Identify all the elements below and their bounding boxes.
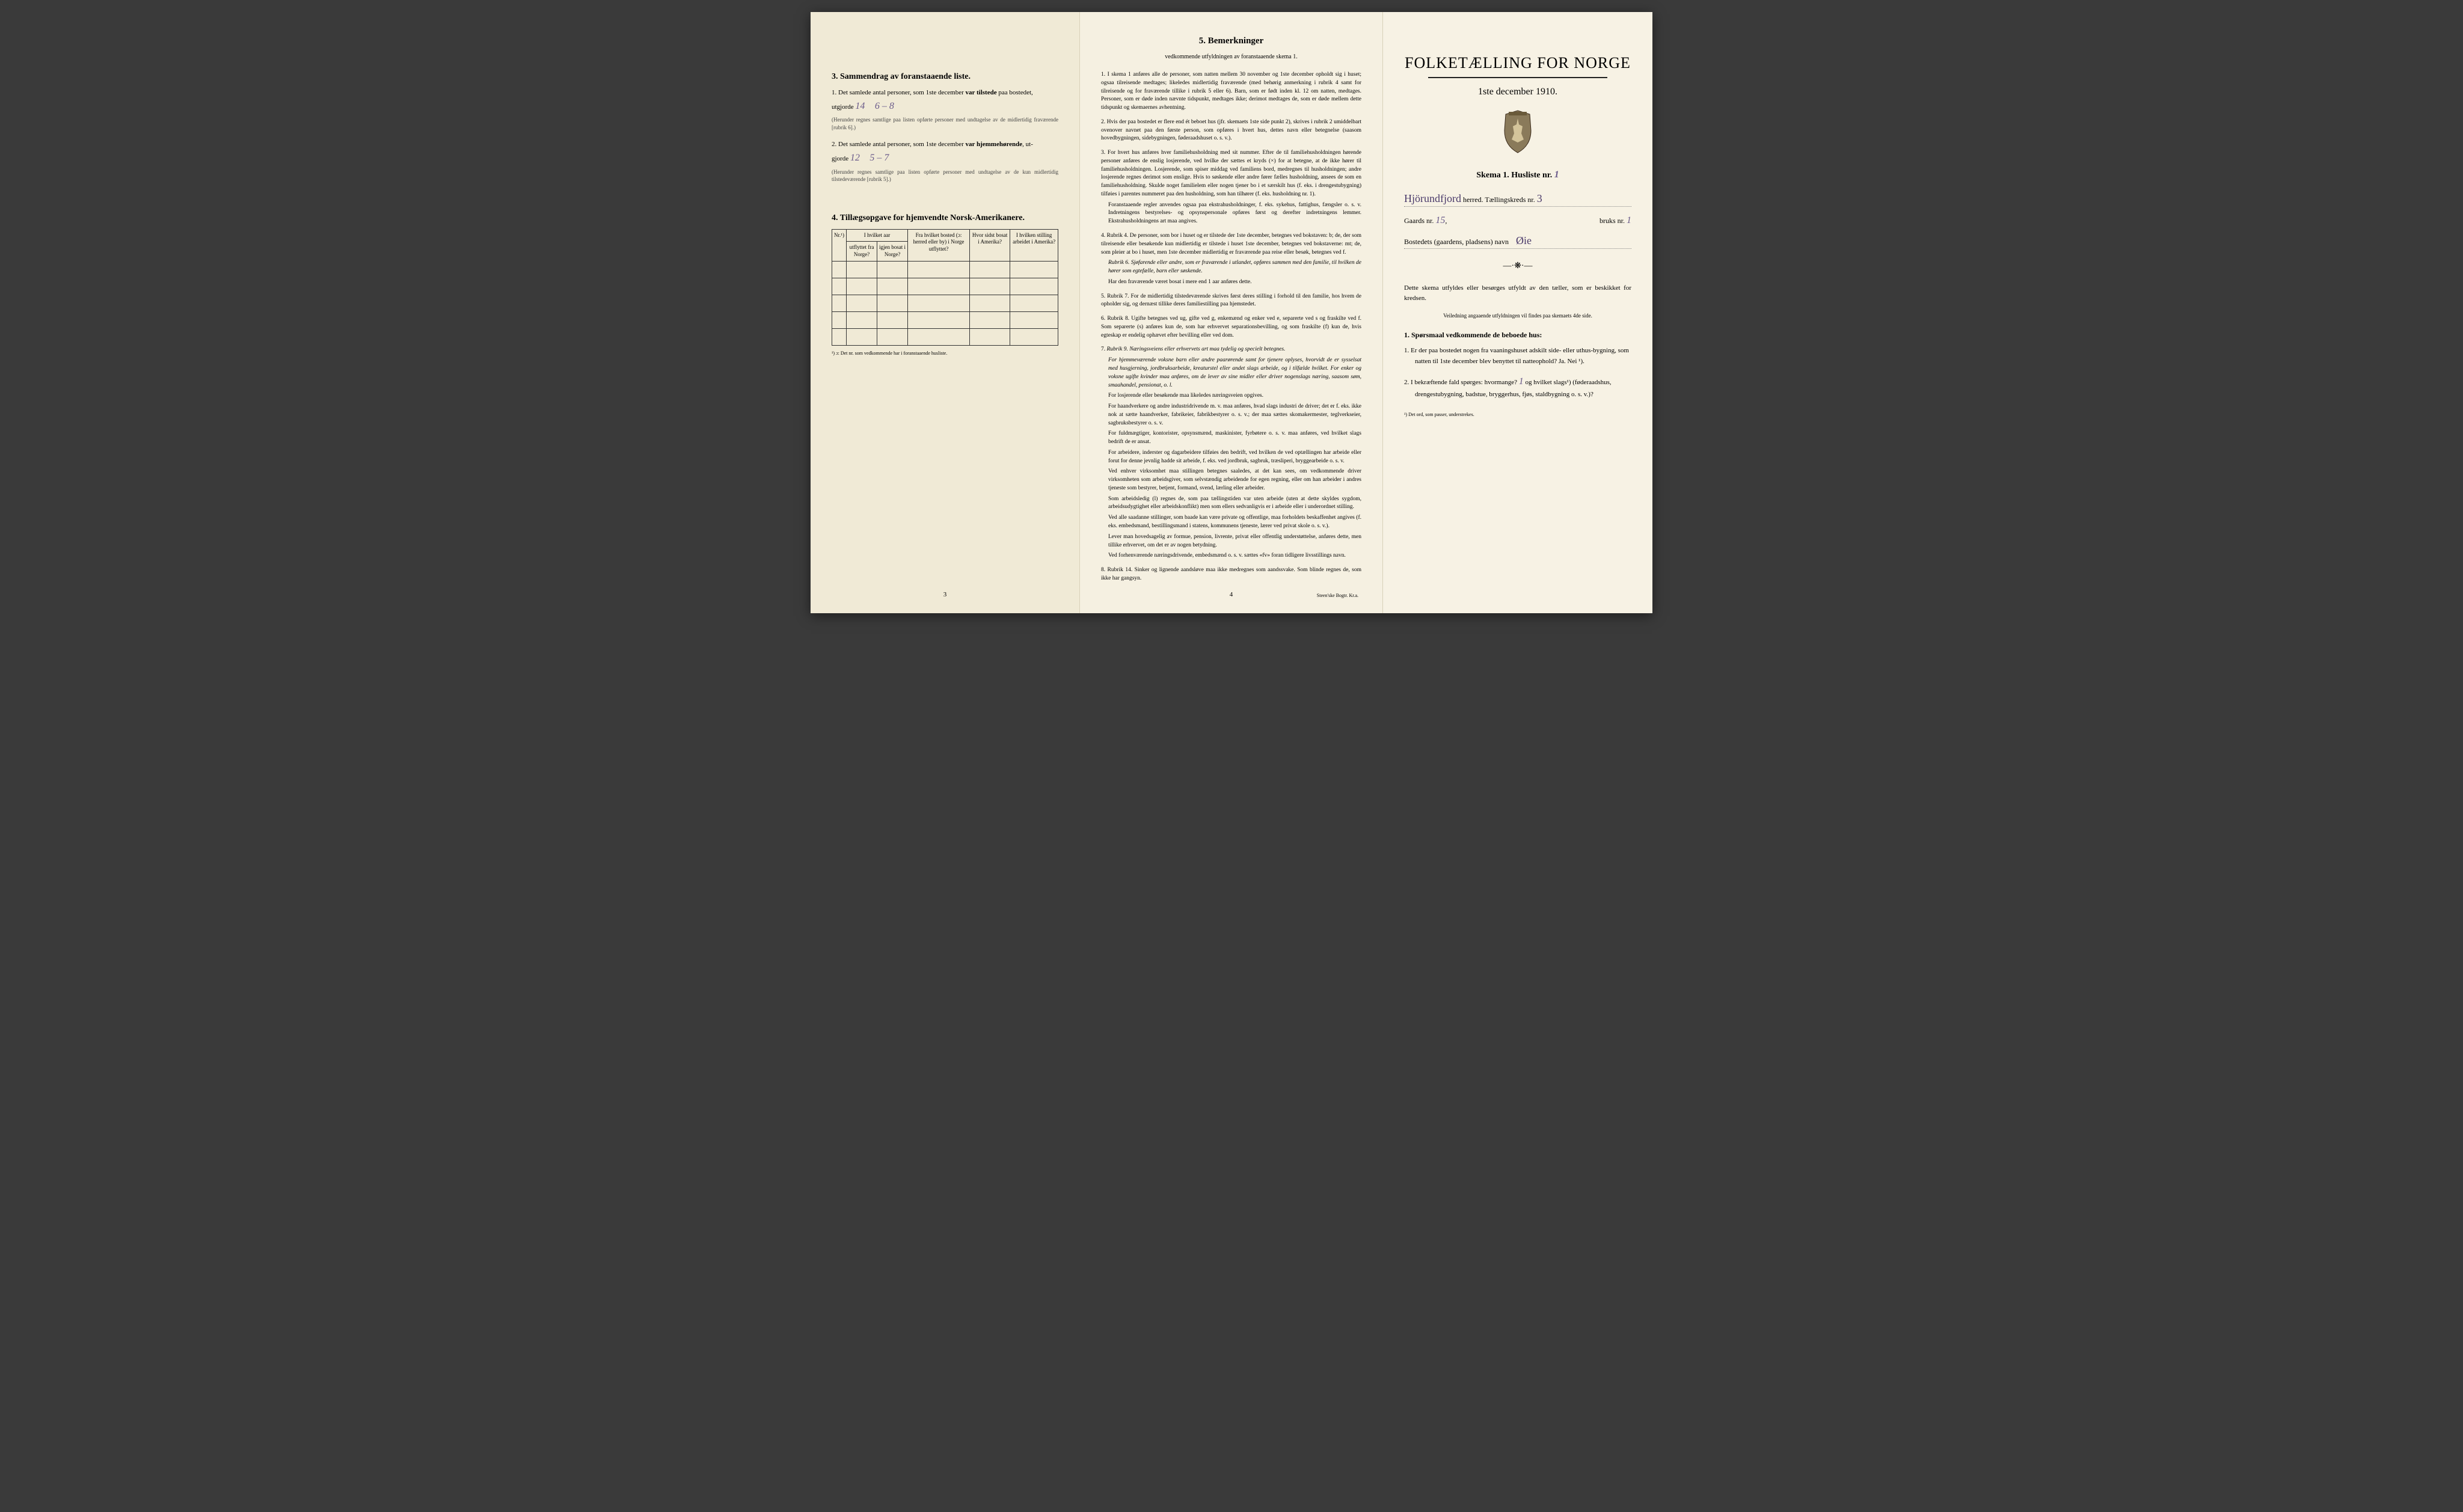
remark-5: 5. Rubrik 7. For de midlertidig tilstede… [1101,293,1361,310]
remarks-list: 1. I skema 1 anføres alle de personer, s… [1101,71,1361,583]
filler-instruction: Dette skema utfyldes eller besørges utfy… [1404,283,1631,303]
col-nr: Nr.¹) [832,229,847,261]
remark-8: 8. Rubrik 14. Sinker og lignende aandslø… [1101,566,1361,583]
hw-hjemme-split: 5 – 7 [870,153,889,163]
col-stilling: I hvilken stilling arbeidet i Amerika? [1010,229,1058,261]
col-amerika-bosat: Hvor sidst bosat i Amerika? [970,229,1010,261]
col-utflyttet: utflyttet fra Norge? [846,242,877,261]
hw-hvormange: 1 [1519,376,1524,387]
herred-field: Hjörundfjord herred. Tællingskreds nr. 3 [1404,192,1631,207]
page-number-4: 4 [1230,591,1233,598]
section-5-subtitle: vedkommende utfyldningen av foranstaaend… [1101,54,1361,60]
remark-3: 3. For hvert hus anføres hver familiehus… [1101,149,1361,226]
questions-section: 1. Spørsmaal vedkommende de beboede hus:… [1404,331,1631,400]
bosted-field: Bostedets (gaardens, pladsens) navn Øie [1404,234,1631,249]
table-row [832,295,1058,311]
section-3-summary: 3. Sammendrag av foranstaaende liste. 1.… [832,72,1058,183]
hw-tilstede-split: 6 – 8 [875,101,894,111]
hw-hjemme-total: 12 [850,153,860,163]
item2-note: (Herunder regnes samtlige paa listen opf… [832,168,1058,183]
remark-6: 6. Rubrik 8. Ugifte betegnes ved ug, gif… [1101,315,1361,340]
hw-husliste-nr: 1 [1554,170,1559,180]
printer-credit: Steen'ske Bogtr. Kr.a. [1317,593,1358,598]
gaards-row: Gaards nr. 15, bruks nr. 1 [1404,215,1631,226]
remark-1: 1. I skema 1 anføres alle de personer, s… [1101,71,1361,112]
table4-footnote: ¹) ɔ: Det nr. som vedkommende har i fora… [832,350,1058,356]
section-4-amerikanere: 4. Tillægsopgave for hjemvendte Norsk-Am… [832,213,1058,356]
guidance-note: Veiledning angaaende utfyldningen vil fi… [1404,313,1631,319]
hw-tilstede-total: 14 [855,101,865,111]
q-heading: 1. Spørsmaal vedkommende de beboede hus: [1404,331,1631,340]
amerikanere-table: Nr.¹) I hvilket aar Fra hvilket bosted (… [832,229,1058,346]
table-row [832,261,1058,278]
page-1-cover: FOLKETÆLLING FOR NORGE 1ste december 191… [1383,12,1652,613]
hw-bruks-nr: 1 [1627,215,1631,225]
col-aar: I hvilket aar [846,229,907,242]
hw-kreds: 3 [1537,192,1542,204]
title-rule [1428,77,1607,78]
hw-bosted: Øie [1516,234,1532,246]
question-2: 2. I bekræftende fald spørges: hvormange… [1404,374,1631,400]
main-title: FOLKETÆLLING FOR NORGE [1404,54,1631,72]
page-4: 5. Bemerkninger vedkommende utfyldningen… [1080,12,1383,613]
section-3-heading: 3. Sammendrag av foranstaaende liste. [832,72,1058,82]
table-row [832,328,1058,345]
hw-gaards-nr: 15 [1435,215,1445,225]
ornament-icon: ―·❋·― [1404,261,1631,271]
right-footnote: ¹) Det ord, som passer, understrekes. [1404,412,1631,417]
summary-item-2: 2. Det samlede antal personer, som 1ste … [832,139,1058,183]
page-number-3: 3 [943,591,947,598]
section-4-heading: 4. Tillægsopgave for hjemvendte Norsk-Am… [832,213,1058,223]
summary-item-1: 1. Det samlede antal personer, som 1ste … [832,88,1058,131]
page-3: 3. Sammendrag av foranstaaende liste. 1.… [811,12,1080,613]
remark-2: 2. Hvis der paa bostedet er flere end ét… [1101,118,1361,143]
remark-4: 4. Rubrik 4. De personer, som bor i huse… [1101,232,1361,287]
section-5-heading: 5. Bemerkninger [1101,36,1361,46]
coat-of-arms-icon [1404,109,1631,158]
item1-note: (Herunder regnes samtlige paa listen opf… [832,116,1058,131]
question-1: 1. Er der paa bostedet nogen fra vaaning… [1404,346,1631,367]
table-row [832,278,1058,295]
table-row [832,311,1058,328]
col-igjen: igjen bosat i Norge? [877,242,908,261]
remark-7: 7. Rubrik 9. Næringsveiens eller erhverv… [1101,346,1361,560]
hw-herred: Hjörundfjord [1404,192,1461,204]
skema-line: Skema 1. Husliste nr. 1 [1404,170,1631,180]
census-document: 3. Sammendrag av foranstaaende liste. 1.… [811,12,1652,613]
census-date: 1ste december 1910. [1404,87,1631,97]
col-bosted: Fra hvilket bosted (ɔ: herred eller by) … [908,229,970,261]
